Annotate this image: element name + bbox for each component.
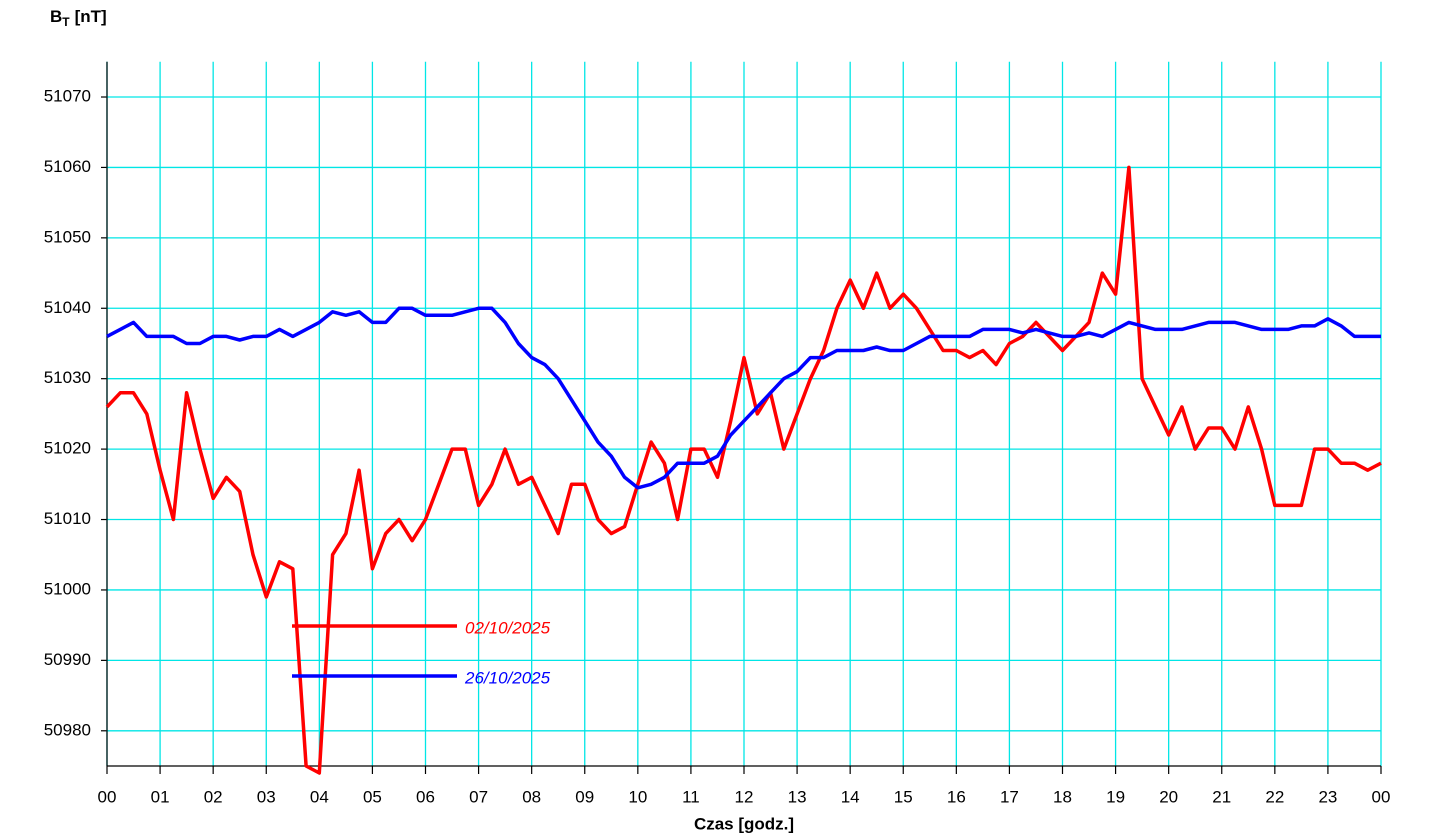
y-tick-label: 51010 [44, 509, 91, 528]
x-tick-label: 10 [628, 787, 647, 806]
x-tick-label: 21 [1212, 787, 1231, 806]
x-tick-label: 19 [1106, 787, 1125, 806]
x-tick-label: 20 [1159, 787, 1178, 806]
x-tick-label: 04 [310, 787, 329, 806]
x-tick-label: 08 [522, 787, 541, 806]
x-tick-label: 03 [257, 787, 276, 806]
legend-label: 26/10/2025 [464, 668, 551, 687]
x-tick-label: 05 [363, 787, 382, 806]
x-tick-label: 16 [947, 787, 966, 806]
x-tick-label: 23 [1318, 787, 1337, 806]
x-tick-label: 00 [98, 787, 117, 806]
x-tick-label: 12 [735, 787, 754, 806]
x-axis-label: Czas [godz.] [694, 814, 794, 833]
y-tick-label: 51040 [44, 298, 91, 317]
x-tick-label: 13 [788, 787, 807, 806]
x-tick-label: 07 [469, 787, 488, 806]
y-label-subscript: T [62, 15, 70, 29]
x-tick-label: 00 [1372, 787, 1391, 806]
y-tick-label: 51060 [44, 157, 91, 176]
x-tick-label: 11 [682, 787, 700, 806]
y-tick-label: 50990 [44, 650, 91, 669]
y-tick-label: 51070 [44, 86, 91, 105]
x-tick-label: 18 [1053, 787, 1072, 806]
x-tick-label: 06 [416, 787, 435, 806]
y-tick-label: 51030 [44, 368, 91, 387]
y-label-symbol: B [50, 7, 62, 26]
x-tick-label: 09 [575, 787, 594, 806]
series-line [106, 306, 1381, 490]
series-line [105, 165, 1382, 775]
legend-label: 02/10/2025 [465, 618, 551, 637]
y-tick-label: 51000 [44, 579, 91, 598]
x-tick-label: 17 [1000, 787, 1019, 806]
x-tick-label: 01 [151, 787, 170, 806]
y-tick-label: 51020 [44, 439, 91, 458]
y-label-unit: [nT] [75, 7, 107, 26]
y-axis-label: BT [nT] [50, 7, 107, 29]
x-tick-label: 22 [1265, 787, 1284, 806]
y-tick-label: 51050 [44, 227, 91, 246]
x-tick-label: 02 [204, 787, 223, 806]
x-tick-label: 15 [894, 787, 913, 806]
x-tick-label: 14 [841, 787, 860, 806]
y-tick-label: 50980 [44, 720, 91, 739]
